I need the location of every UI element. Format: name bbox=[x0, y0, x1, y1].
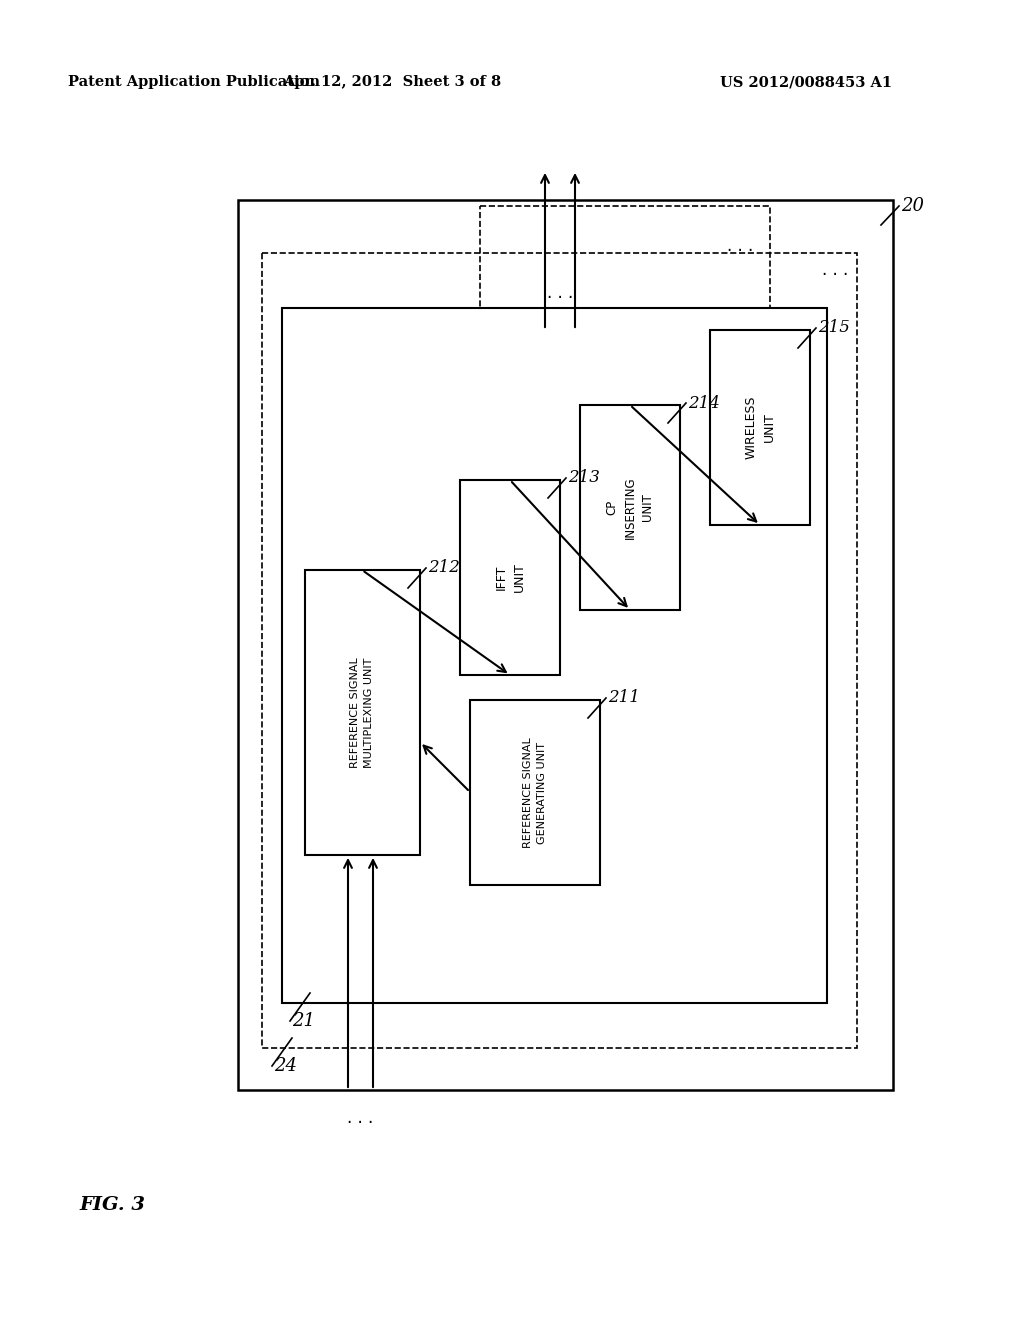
Text: . . .: . . . bbox=[547, 284, 573, 302]
Text: CP
INSERTING
UNIT: CP INSERTING UNIT bbox=[605, 477, 654, 539]
Text: . . .: . . . bbox=[822, 261, 848, 279]
Bar bbox=[262, 253, 857, 1048]
Text: 20: 20 bbox=[901, 197, 924, 215]
Bar bbox=[238, 201, 893, 1090]
Text: REFERENCE SIGNAL
MULTIPLEXING UNIT: REFERENCE SIGNAL MULTIPLEXING UNIT bbox=[350, 657, 375, 768]
Text: 215: 215 bbox=[818, 319, 850, 337]
Text: 21: 21 bbox=[292, 1012, 315, 1030]
Text: WIRELESS
UNIT: WIRELESS UNIT bbox=[744, 396, 775, 459]
Text: 211: 211 bbox=[608, 689, 640, 706]
Text: 213: 213 bbox=[568, 470, 600, 487]
Text: Apr. 12, 2012  Sheet 3 of 8: Apr. 12, 2012 Sheet 3 of 8 bbox=[283, 75, 501, 88]
Text: 24: 24 bbox=[274, 1057, 297, 1074]
Bar bbox=[305, 570, 420, 855]
Text: IFFT
UNIT: IFFT UNIT bbox=[495, 562, 525, 593]
Text: FIG. 3: FIG. 3 bbox=[79, 1196, 145, 1214]
Bar bbox=[480, 206, 770, 323]
Text: 214: 214 bbox=[688, 395, 720, 412]
Text: . . .: . . . bbox=[347, 1109, 373, 1127]
Bar bbox=[710, 330, 810, 525]
Text: 212: 212 bbox=[428, 560, 460, 577]
Bar bbox=[460, 480, 560, 675]
Text: US 2012/0088453 A1: US 2012/0088453 A1 bbox=[720, 75, 892, 88]
Text: . . .: . . . bbox=[727, 238, 753, 255]
Bar bbox=[580, 405, 680, 610]
Bar bbox=[470, 700, 600, 884]
Text: REFERENCE SIGNAL
GENERATING UNIT: REFERENCE SIGNAL GENERATING UNIT bbox=[523, 737, 547, 847]
Bar bbox=[282, 308, 827, 1003]
Text: Patent Application Publication: Patent Application Publication bbox=[68, 75, 319, 88]
